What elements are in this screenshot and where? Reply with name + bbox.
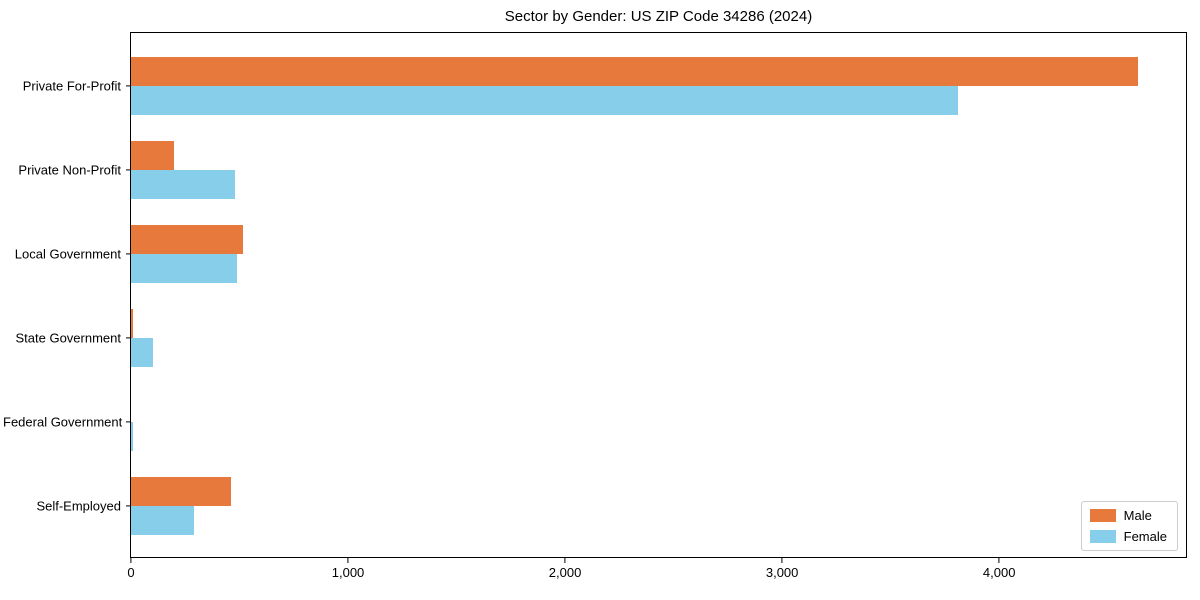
bar-male-self-employed xyxy=(131,476,232,506)
x-axis-tick xyxy=(998,558,1000,564)
legend-item-female: Female xyxy=(1089,529,1167,544)
x-axis-label: 3,000 xyxy=(765,565,799,580)
y-axis-label: Self-Employed xyxy=(36,498,121,514)
y-axis-label: Federal Government xyxy=(3,414,123,430)
y-axis-tick xyxy=(126,169,131,171)
x-axis-tick xyxy=(347,558,349,564)
y-axis-label: Local Government xyxy=(14,246,121,262)
legend-swatch-female xyxy=(1089,530,1116,543)
plot-area: Private For-Profit Private Non-Profit Loca… xyxy=(3,32,1187,580)
y-axis-tick xyxy=(126,421,131,423)
y-axis-label: Private For-Profit xyxy=(22,78,121,94)
bar-female-private-for-profit xyxy=(131,86,958,116)
legend-swatch-male xyxy=(1089,509,1116,522)
bar-female-federal-government xyxy=(131,421,133,451)
x-axis-tick xyxy=(781,558,783,564)
legend-item-male: Male xyxy=(1089,508,1167,523)
y-axis-label: Private Non-Profit xyxy=(18,162,121,178)
bar-female-private-non-profit xyxy=(131,170,235,200)
bar-male-private-non-profit xyxy=(131,141,175,171)
legend-label-male: Male xyxy=(1123,508,1152,523)
chart-title: Sector by Gender: US ZIP Code 34286 (202… xyxy=(504,8,813,25)
x-axis-tick xyxy=(130,558,132,564)
legend-label-female: Female xyxy=(1123,529,1167,544)
y-axis-tick xyxy=(126,337,131,339)
bar-male-local-government xyxy=(131,225,243,255)
x-axis-label: 2,000 xyxy=(548,565,582,580)
legend: Male Female xyxy=(1080,501,1178,551)
bar-male-state-government xyxy=(131,308,134,338)
x-axis-label: 0 xyxy=(127,565,135,580)
y-axis-tick xyxy=(126,253,131,255)
bar-female-self-employed xyxy=(131,505,195,535)
y-axis-tick xyxy=(126,505,131,507)
y-axis-tick xyxy=(126,85,131,87)
x-axis-tick xyxy=(564,558,566,564)
bar-male-private-for-profit xyxy=(131,57,1139,87)
bar-female-state-government xyxy=(131,337,154,367)
x-axis-label: 4,000 xyxy=(982,565,1016,580)
bar-female-local-government xyxy=(131,254,238,284)
x-axis-label: 1,000 xyxy=(331,565,365,580)
y-axis-label: State Government xyxy=(15,330,122,346)
